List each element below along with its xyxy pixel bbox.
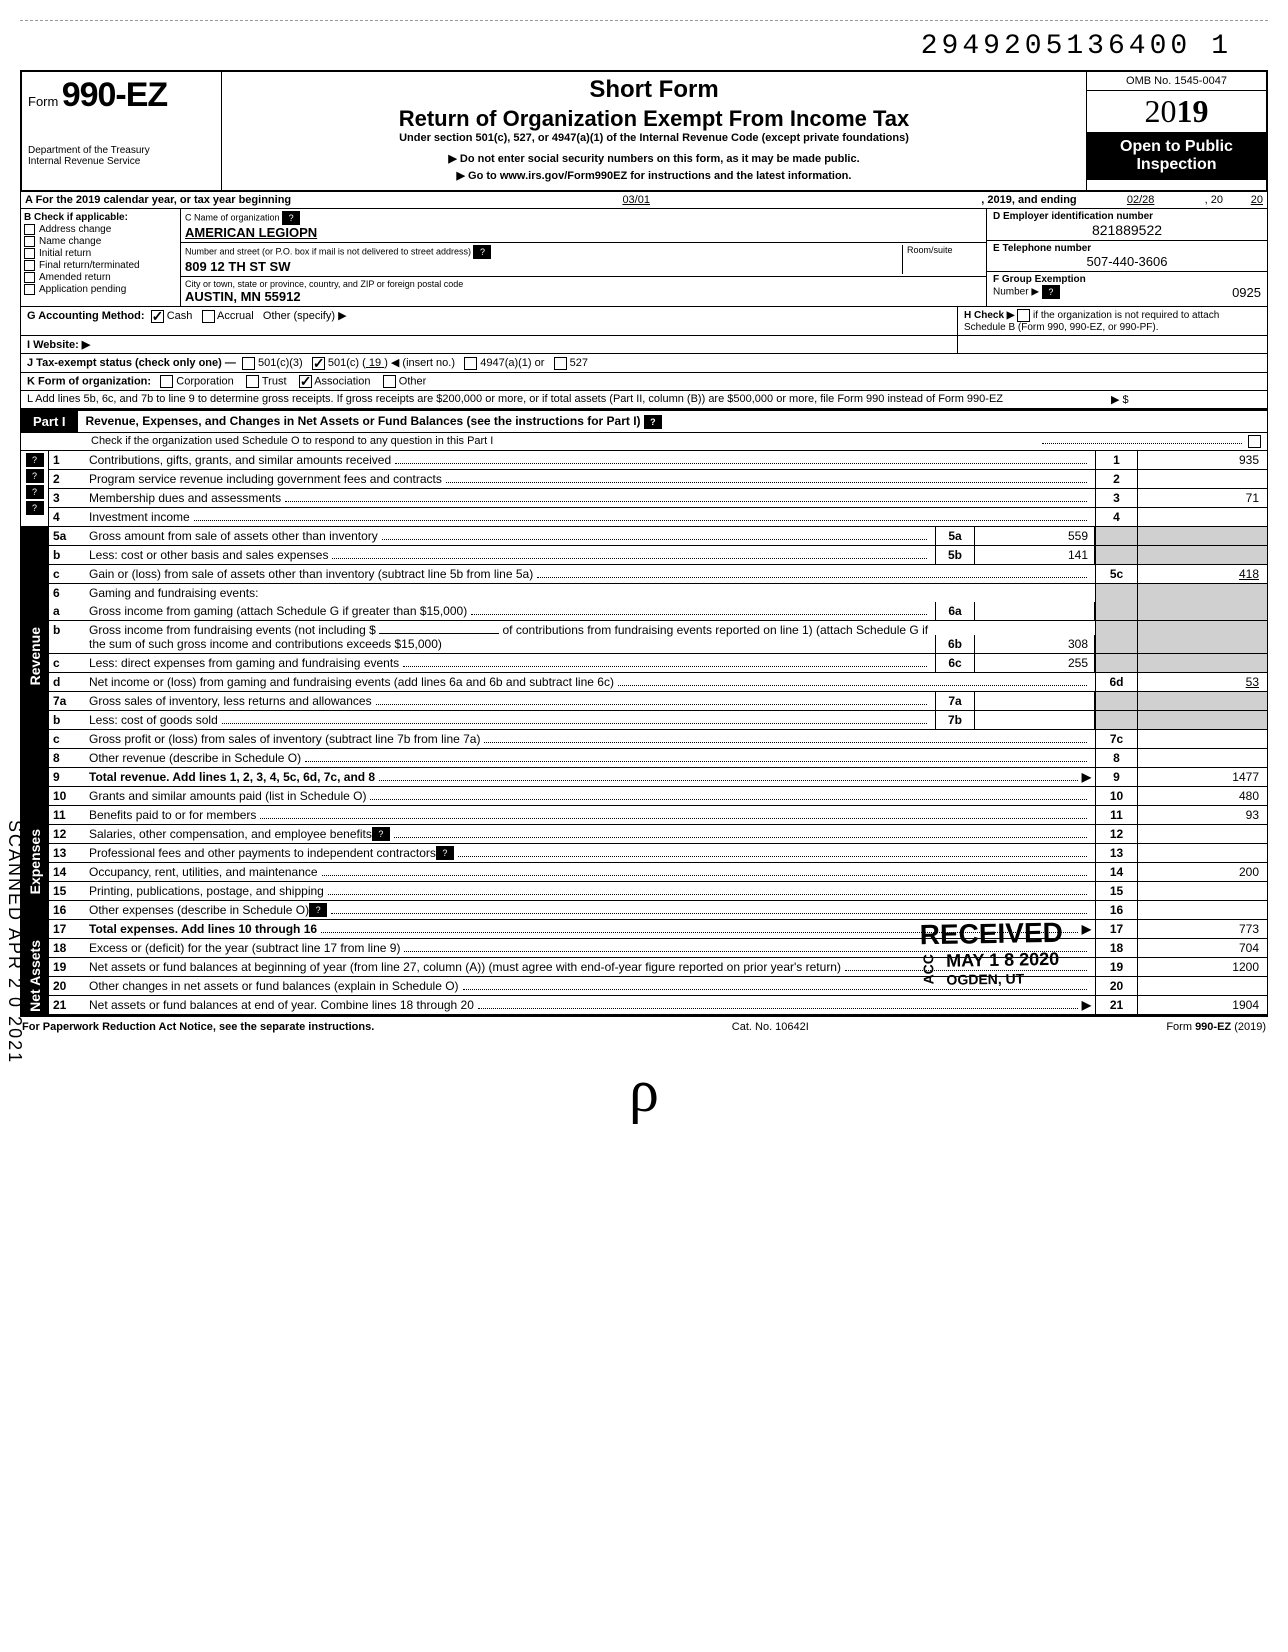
form-title-box: Short Form Return of Organization Exempt… (222, 72, 1086, 190)
row-k: K Form of organization: Corporation Trus… (20, 373, 1268, 391)
form-header: Form 990-EZ Department of the Treasury I… (20, 70, 1268, 192)
revenue-tab: Revenue (21, 527, 49, 786)
org-name-address-col: C Name of organization ? AMERICAN LEGIOP… (181, 209, 987, 306)
cash-checkbox[interactable] (151, 310, 164, 323)
org-name: AMERICAN LEGIOPN (185, 225, 982, 240)
part1-table: ???? 1Contributions, gifts, grants, and … (20, 451, 1268, 1016)
entity-info-grid: B Check if applicable: Address change Na… (20, 209, 1268, 307)
row-i: I Website: ▶ (20, 336, 1268, 354)
ein: 821889522 (993, 222, 1261, 238)
help-icons-col: ???? (21, 451, 49, 526)
form-number: 990-EZ (62, 76, 168, 114)
expenses-tab: Expenses (21, 787, 49, 938)
check-applicable-col: B Check if applicable: Address change Na… (21, 209, 181, 306)
ein-phone-col: D Employer identification number 8218895… (987, 209, 1267, 306)
schedule-o-checkbox[interactable] (1248, 435, 1261, 448)
document-locator-number: 29492051364001 (20, 31, 1268, 62)
part1-check-row: Check if the organization used Schedule … (20, 433, 1268, 451)
initial-mark: ρ (20, 1057, 1268, 1126)
schedule-b-checkbox[interactable] (1017, 309, 1030, 322)
part-1-header: Part I Revenue, Expenses, and Changes in… (20, 409, 1268, 433)
row-j: J Tax-exempt status (check only one) — 5… (20, 354, 1268, 373)
row-g-h: G Accounting Method: Cash Accrual Other … (20, 307, 1268, 336)
form-page: 29492051364001 Form 990-EZ Department of… (20, 20, 1268, 1126)
net-assets-tab: Net Assets (21, 939, 49, 1014)
tax-year-row: A For the 2019 calendar year, or tax yea… (20, 192, 1268, 209)
accrual-checkbox[interactable] (202, 310, 215, 323)
footer: For Paperwork Reduction Act Notice, see … (20, 1016, 1268, 1037)
form-year-box: OMB No. 1545-0047 2019 Open to Public In… (1086, 72, 1266, 190)
form-id-box: Form 990-EZ Department of the Treasury I… (22, 72, 222, 190)
row-l: L Add lines 5b, 6c, and 7b to line 9 to … (20, 391, 1268, 409)
